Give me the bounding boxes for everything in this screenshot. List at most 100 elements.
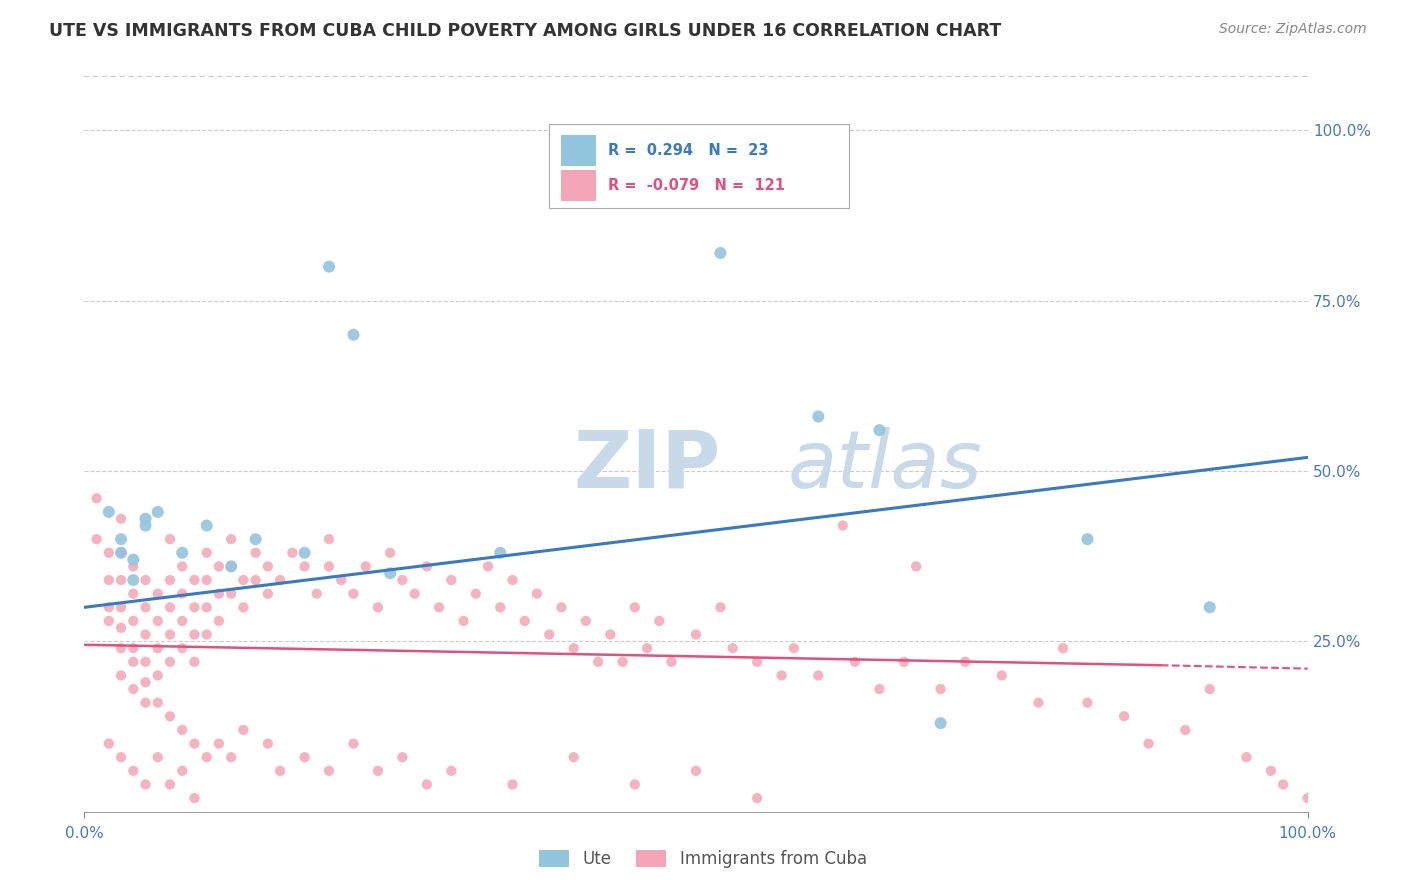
Point — [404, 587, 426, 601]
Point — [1114, 709, 1136, 723]
Point — [135, 655, 157, 669]
Point — [172, 559, 194, 574]
Point — [440, 764, 463, 778]
Point — [747, 791, 769, 805]
Point — [183, 655, 205, 669]
Point — [135, 600, 157, 615]
Point — [159, 627, 181, 641]
Point — [269, 573, 291, 587]
Point — [195, 600, 218, 615]
Point — [135, 777, 157, 791]
Point — [318, 559, 340, 574]
Point — [453, 614, 475, 628]
Point — [245, 573, 267, 587]
Point — [257, 559, 280, 574]
Point — [477, 559, 499, 574]
Point — [172, 764, 194, 778]
Point — [183, 791, 205, 805]
Point — [97, 614, 120, 628]
Point — [502, 573, 524, 587]
Point — [172, 641, 194, 656]
Point — [159, 709, 181, 723]
Point — [135, 675, 157, 690]
Point — [342, 327, 364, 342]
Point — [122, 614, 145, 628]
Point — [783, 641, 806, 656]
Point — [172, 723, 194, 737]
Point — [905, 559, 928, 574]
Text: ZIP: ZIP — [574, 427, 721, 505]
Point — [110, 546, 132, 560]
Point — [208, 559, 231, 574]
Point — [232, 600, 254, 615]
Point — [305, 587, 328, 601]
Point — [146, 614, 169, 628]
Point — [342, 587, 364, 601]
Point — [1052, 641, 1074, 656]
Point — [208, 587, 231, 601]
Point — [464, 587, 486, 601]
Point — [294, 546, 316, 560]
Point — [245, 546, 267, 560]
Bar — [561, 135, 596, 166]
Point — [586, 655, 609, 669]
Point — [110, 668, 132, 682]
Bar — [561, 170, 596, 201]
Point — [159, 573, 181, 587]
Point — [489, 546, 512, 560]
Point — [1236, 750, 1258, 764]
Point — [1198, 600, 1220, 615]
Point — [122, 641, 145, 656]
Point — [562, 641, 585, 656]
Point — [146, 505, 169, 519]
Point — [110, 750, 132, 764]
Point — [135, 573, 157, 587]
Point — [330, 573, 353, 587]
Point — [953, 655, 976, 669]
Point — [195, 750, 218, 764]
Point — [245, 532, 267, 546]
Point — [550, 600, 572, 615]
Point — [219, 559, 242, 574]
Point — [195, 627, 218, 641]
Point — [747, 655, 769, 669]
Text: R =  -0.079   N =  121: R = -0.079 N = 121 — [607, 178, 785, 193]
Point — [122, 655, 145, 669]
Point — [1260, 764, 1282, 778]
Point — [172, 546, 194, 560]
Point — [929, 716, 952, 731]
Point — [183, 600, 205, 615]
Point — [440, 573, 463, 587]
Point — [110, 573, 132, 587]
Point — [146, 587, 169, 601]
Point — [122, 573, 145, 587]
Point — [1076, 532, 1098, 546]
Point — [721, 641, 744, 656]
Point — [183, 573, 205, 587]
Point — [232, 573, 254, 587]
Text: UTE VS IMMIGRANTS FROM CUBA CHILD POVERTY AMONG GIRLS UNDER 16 CORRELATION CHART: UTE VS IMMIGRANTS FROM CUBA CHILD POVERT… — [49, 22, 1001, 40]
Point — [159, 600, 181, 615]
Point — [391, 573, 413, 587]
Point — [1028, 696, 1050, 710]
Point — [146, 750, 169, 764]
Point — [97, 600, 120, 615]
Point — [110, 621, 132, 635]
Point — [661, 655, 683, 669]
Point — [86, 532, 108, 546]
Point — [97, 573, 120, 587]
Point — [844, 655, 866, 669]
Point — [294, 750, 316, 764]
Point — [489, 600, 512, 615]
Point — [122, 552, 145, 566]
Point — [893, 655, 915, 669]
Point — [416, 777, 439, 791]
Point — [257, 587, 280, 601]
Point — [146, 696, 169, 710]
Point — [709, 246, 731, 260]
Point — [526, 587, 548, 601]
Point — [122, 681, 145, 696]
Point — [869, 423, 891, 437]
Point — [110, 512, 132, 526]
Point — [513, 614, 536, 628]
